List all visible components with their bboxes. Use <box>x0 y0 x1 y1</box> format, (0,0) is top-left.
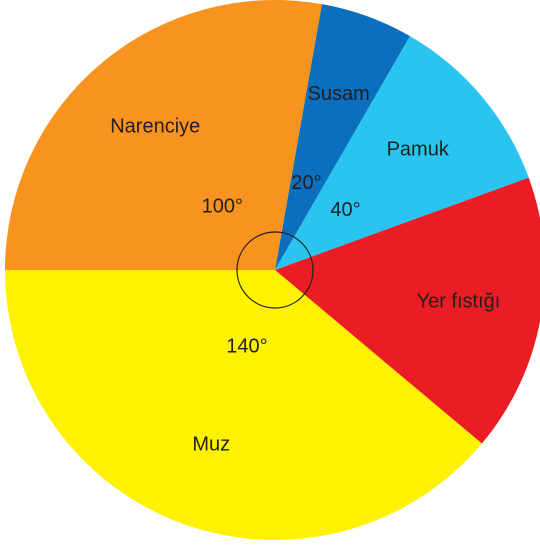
slice-label: Muz <box>192 433 230 455</box>
chart: Susam 20° Pamuk 40° Yer fıstığı Muz 140° Narenc… <box>0 0 540 548</box>
value-label: 40° <box>330 199 360 221</box>
slice-label: Narenciye <box>110 116 200 138</box>
slice-label: Pamuk <box>387 139 450 161</box>
slice-label: Yer fıstığı <box>417 291 501 313</box>
slice-label: Susam <box>308 83 370 105</box>
value-label: 140° <box>226 335 267 357</box>
page: Susam 20° Pamuk 40° Yer fıstığı Muz 140° Narenc… <box>0 0 540 548</box>
value-label: 100° <box>202 195 243 217</box>
value-label: 20° <box>291 172 321 194</box>
